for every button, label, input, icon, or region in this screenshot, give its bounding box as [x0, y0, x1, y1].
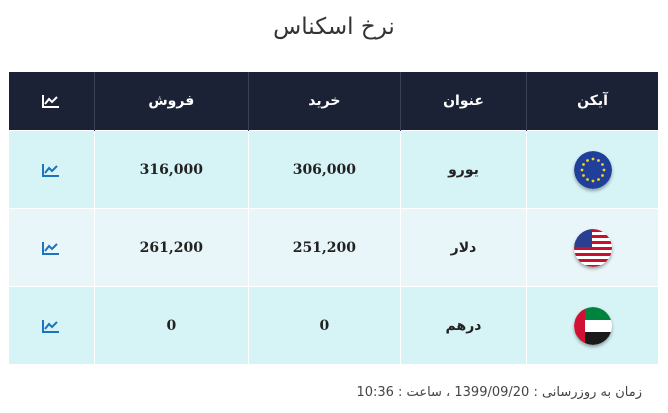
chart-icon: [42, 241, 60, 255]
chart-cell[interactable]: [9, 208, 95, 287]
table-header-row: آیکن عنوان خرید فروش: [9, 72, 658, 131]
chart-icon: [42, 319, 60, 333]
table-row: دلار 251,200 261,200: [9, 208, 658, 287]
column-header-buy: خرید: [247, 72, 401, 131]
currency-name: درهم: [399, 286, 527, 364]
column-header-name: عنوان: [399, 72, 527, 131]
us-flag-icon: [573, 228, 612, 267]
eu-flag-icon: [573, 150, 612, 189]
column-header-sell: فروش: [93, 72, 249, 131]
buy-price: 306,000: [247, 130, 401, 209]
icon-cell: [526, 130, 658, 209]
sell-price: 261,200: [93, 208, 249, 287]
last-update-text: زمان به روزرسانی : 1399/09/20 ، ساعت : 1…: [356, 385, 642, 400]
icon-cell: [526, 286, 658, 364]
column-header-icon: آیکن: [526, 72, 658, 131]
table-row: درهم 0 0: [9, 286, 658, 364]
chart-icon: [42, 163, 60, 177]
table-row: یورو 306,000 316,000: [9, 130, 658, 209]
chart-icon: [42, 95, 60, 108]
currency-table: آیکن عنوان خرید فروش: [9, 72, 658, 364]
chart-cell[interactable]: [9, 130, 95, 209]
uae-flag-icon: [573, 306, 612, 345]
sell-price: 316,000: [93, 130, 249, 209]
chart-cell[interactable]: [9, 286, 95, 364]
column-header-chart: [9, 72, 95, 131]
sell-price: 0: [93, 286, 249, 364]
icon-cell: [526, 208, 658, 287]
buy-price: 251,200: [247, 208, 401, 287]
currency-name: دلار: [399, 208, 527, 287]
buy-price: 0: [247, 286, 401, 364]
page-title: نرخ اسکناس: [273, 14, 395, 40]
currency-name: یورو: [399, 130, 527, 209]
